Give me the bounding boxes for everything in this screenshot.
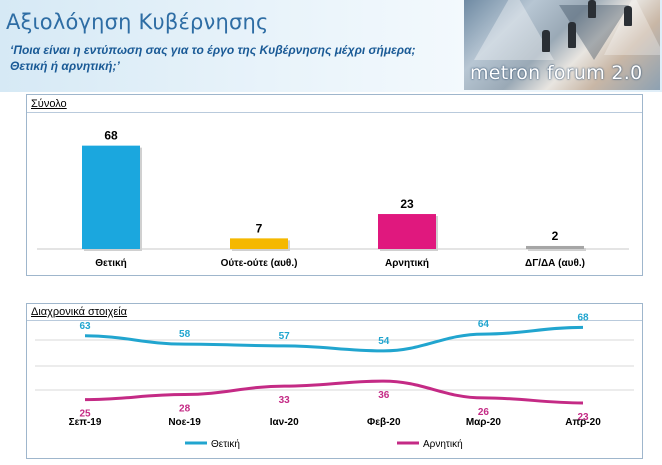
bar	[230, 238, 288, 249]
bar-value-label: 7	[256, 221, 263, 235]
bar-value-label: 68	[104, 129, 118, 143]
data-label-positive: 54	[378, 336, 390, 347]
trend-panel: Διαχρονικά στοιχεία 63 58 57 54 64 68 25 28 33 36…	[26, 303, 643, 459]
bar-chart: 68 Θετική 7 Ούτε-ούτε (αυθ.) 23 Αρνητική 2 ΔΓ/Δ…	[37, 129, 629, 269]
header-banner: Αξιολόγηση Κυβέρνησης ‘Ποια είναι η εντύ…	[0, 0, 662, 92]
data-label-negative: 33	[279, 395, 291, 406]
data-label-positive: 57	[279, 331, 291, 342]
data-label-positive: 58	[179, 329, 191, 340]
data-label-positive: 64	[478, 319, 490, 330]
data-label-negative: 25	[79, 409, 91, 420]
person-figure-icon	[542, 30, 550, 52]
data-label-positive: 63	[79, 321, 91, 332]
legend-label-negative: Αρνητική	[423, 438, 463, 450]
data-label-negative: 36	[378, 390, 390, 401]
person-figure-icon	[568, 22, 576, 48]
person-figure-icon	[624, 6, 632, 26]
x-tick-label: Σεπ-19	[69, 417, 102, 428]
x-tick-label: Νοε-19	[168, 417, 201, 428]
data-label-positive: 68	[577, 312, 589, 323]
bar	[378, 214, 436, 249]
data-label-negative: 23	[577, 412, 589, 423]
bar	[526, 245, 584, 249]
bar-shadow	[528, 247, 586, 251]
total-panel: Σύνολο 68 Θετική 7 Ούτε-ούτε (αυθ.) 23 Αρνητι…	[26, 94, 643, 276]
bar-value-label: 2	[552, 229, 559, 243]
x-tick-label: Μαρ-20	[466, 417, 502, 428]
page-title: Αξιολόγηση Κυβέρνησης	[6, 10, 269, 34]
series-line-positive	[84, 325, 584, 353]
person-figure-icon	[588, 0, 596, 18]
trend-panel-label: Διαχρονικά στοιχεία	[31, 306, 128, 318]
x-tick-label: Ιαν-20	[270, 417, 299, 428]
logo-text: metron forum 2.0	[470, 62, 643, 84]
bar	[82, 145, 140, 249]
data-label-negative: 28	[179, 404, 191, 415]
bar-category-label: Αρνητική	[385, 258, 429, 269]
brand-logo: metron forum 2.0	[464, 0, 660, 90]
bar-category-label: ΔΓ/ΔΑ (αυθ.)	[525, 258, 585, 269]
line-chart: 63 58 57 54 64 68 25 28 33 36 26 23 Σεπ-19 Νοε-19 Ιαν-…	[35, 312, 634, 450]
bar-category-label: Θετική	[95, 258, 126, 269]
page-subtitle: ‘Ποια είναι η εντύπωση σας για το έργο τ…	[10, 43, 416, 73]
legend-label-positive: Θετική	[211, 438, 240, 450]
series-line-negative	[84, 379, 584, 405]
bar-category-label: Ούτε-ούτε (αυθ.)	[221, 258, 298, 269]
x-tick-label: Φεβ-20	[367, 417, 401, 428]
x-tick-label: Απρ-20	[565, 417, 601, 428]
total-panel-label: Σύνολο	[31, 98, 67, 110]
data-label-negative: 26	[478, 407, 490, 418]
bar-value-label: 23	[400, 197, 414, 211]
